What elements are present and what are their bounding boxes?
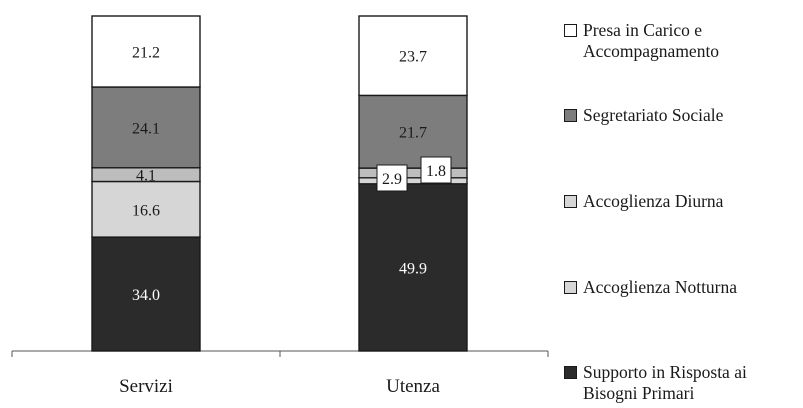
legend-label: Presa in Carico e Accompagnamento [583,20,720,61]
legend-swatch [564,24,577,37]
data-label: 21.2 [132,45,160,62]
legend-item-presa-in-carico: Presa in Carico e Accompagnamento [564,20,801,62]
legend-label: Segretariato Sociale [583,105,724,125]
legend-swatch [564,281,577,294]
bar-segment-segretariato-utenza [358,94,468,169]
bar-segment-presa-in-carico-utenza [358,15,468,97]
legend-swatch [564,366,577,379]
x-tick-label-servizi: Servizi [119,376,173,397]
legend-item-segretariato-sociale: Segretariato Sociale [564,105,801,126]
legend-item-accoglienza-diurna: Accoglienza Diurna [564,191,801,212]
data-label: 4.1 [136,168,156,185]
legend-label: Accoglienza Notturna [583,277,738,297]
bar-segment-supporto-utenza [358,183,468,352]
data-label: 16.6 [132,202,160,219]
data-label: 34.0 [132,287,160,304]
x-tick-label-utenza: Utenza [386,376,440,397]
data-label-box [420,156,452,184]
legend: Presa in Carico e Accompagnamento Segret… [564,0,802,408]
bar-segment-segretariato-servizi [91,86,201,169]
data-label: 24.1 [132,120,160,137]
data-label: 2.9 [382,171,402,188]
data-label: 49.9 [399,260,427,277]
data-label: 23.7 [399,49,427,66]
data-label: 1.8 [426,163,446,180]
data-label-box [376,164,408,192]
data-label: 21.7 [399,125,427,142]
legend-item-accoglienza-notturna: Accoglienza Notturna [564,277,801,298]
bar-segment-supporto-servizi [91,236,201,352]
legend-label: Supporto in Risposta ai Bisogni Primari [583,362,747,403]
legend-label: Accoglienza Diurna [583,191,724,211]
legend-item-supporto-bisogni-primari: Supporto in Risposta ai Bisogni Primari [564,362,801,404]
legend-swatch [564,195,577,208]
bar-segment-notturna-servizi [91,180,201,238]
bar-segment-presa-in-carico-servizi [91,15,201,88]
legend-swatch [564,109,577,122]
